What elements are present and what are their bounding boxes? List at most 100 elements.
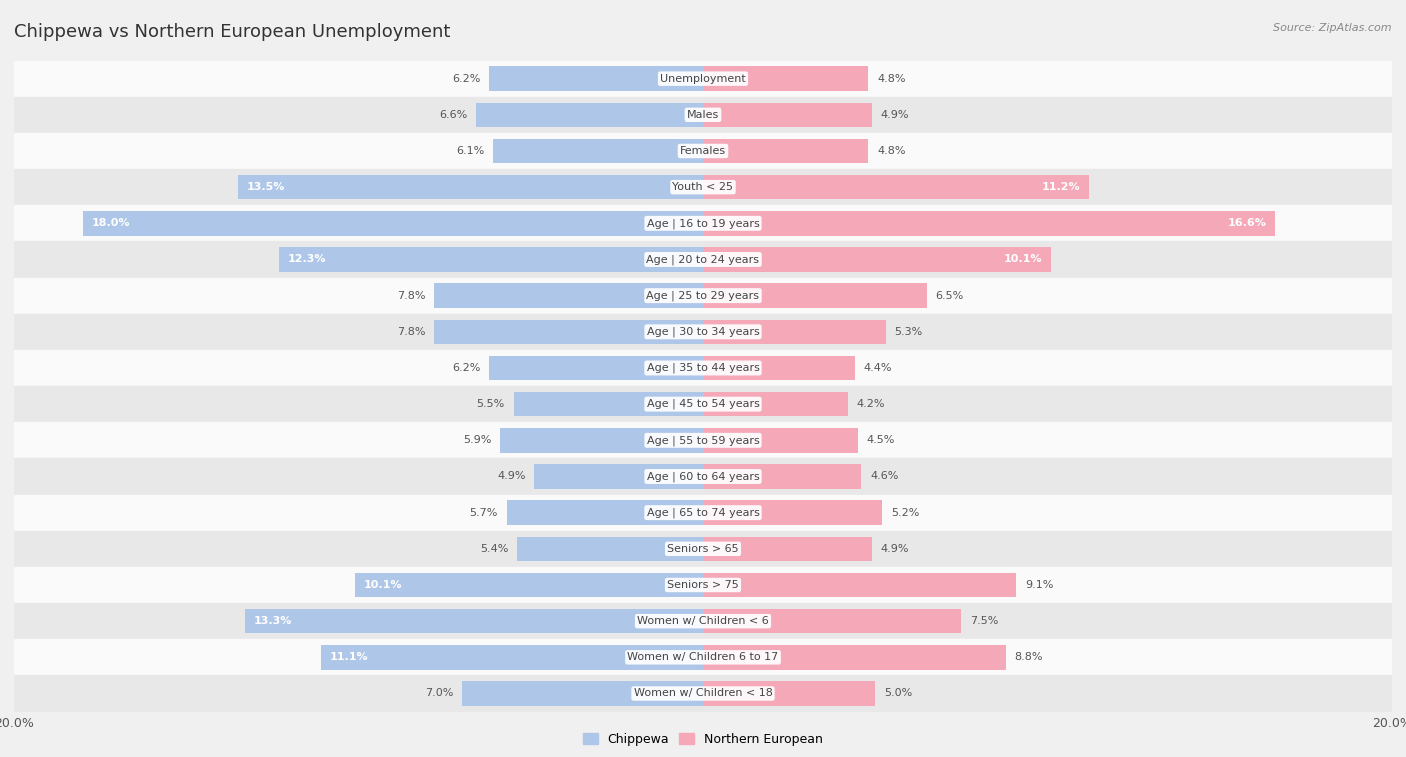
Bar — [14, 603, 1392, 639]
Bar — [703, 67, 869, 91]
Bar — [703, 428, 858, 453]
Text: 5.0%: 5.0% — [884, 689, 912, 699]
Bar — [703, 609, 962, 634]
Text: 5.2%: 5.2% — [891, 508, 920, 518]
Bar — [83, 211, 703, 235]
Bar — [14, 241, 1392, 278]
Text: 5.9%: 5.9% — [463, 435, 491, 445]
Text: 6.5%: 6.5% — [935, 291, 963, 301]
Text: Age | 55 to 59 years: Age | 55 to 59 years — [647, 435, 759, 446]
Text: 12.3%: 12.3% — [288, 254, 326, 264]
Text: Age | 65 to 74 years: Age | 65 to 74 years — [647, 507, 759, 518]
Bar — [703, 175, 1088, 199]
Text: 7.0%: 7.0% — [425, 689, 453, 699]
Text: 4.9%: 4.9% — [498, 472, 526, 481]
Bar — [703, 392, 848, 416]
Text: 6.2%: 6.2% — [453, 73, 481, 83]
Text: 13.3%: 13.3% — [253, 616, 292, 626]
Text: Unemployment: Unemployment — [661, 73, 745, 83]
Bar — [245, 609, 703, 634]
Text: Youth < 25: Youth < 25 — [672, 182, 734, 192]
Text: 5.4%: 5.4% — [479, 544, 509, 554]
Text: 7.5%: 7.5% — [970, 616, 998, 626]
Bar — [494, 139, 703, 164]
Text: 11.1%: 11.1% — [329, 653, 368, 662]
Bar — [703, 211, 1275, 235]
Text: 6.1%: 6.1% — [456, 146, 484, 156]
Bar — [14, 350, 1392, 386]
Bar — [703, 248, 1050, 272]
Bar — [356, 573, 703, 597]
Text: Age | 20 to 24 years: Age | 20 to 24 years — [647, 254, 759, 265]
Bar — [14, 61, 1392, 97]
Text: 5.5%: 5.5% — [477, 399, 505, 409]
Text: Age | 60 to 64 years: Age | 60 to 64 years — [647, 472, 759, 481]
Text: 4.5%: 4.5% — [866, 435, 896, 445]
Bar — [534, 464, 703, 489]
Text: Age | 25 to 29 years: Age | 25 to 29 years — [647, 291, 759, 301]
Text: 4.8%: 4.8% — [877, 73, 905, 83]
Bar — [703, 319, 886, 344]
Text: 4.8%: 4.8% — [877, 146, 905, 156]
Bar — [703, 573, 1017, 597]
Bar — [703, 464, 862, 489]
Text: 4.6%: 4.6% — [870, 472, 898, 481]
Text: 5.3%: 5.3% — [894, 327, 922, 337]
Bar — [14, 386, 1392, 422]
Legend: Chippewa, Northern European: Chippewa, Northern European — [578, 728, 828, 751]
Bar — [280, 248, 703, 272]
Bar — [703, 139, 869, 164]
Text: 13.5%: 13.5% — [246, 182, 285, 192]
Text: 4.4%: 4.4% — [863, 363, 891, 373]
Text: 6.2%: 6.2% — [453, 363, 481, 373]
Bar — [513, 392, 703, 416]
Bar — [703, 645, 1007, 670]
Text: Age | 35 to 44 years: Age | 35 to 44 years — [647, 363, 759, 373]
Bar — [489, 67, 703, 91]
Text: 11.2%: 11.2% — [1042, 182, 1080, 192]
Text: 7.8%: 7.8% — [398, 291, 426, 301]
Bar — [434, 283, 703, 308]
Bar — [475, 102, 703, 127]
Text: 10.1%: 10.1% — [364, 580, 402, 590]
Bar — [14, 169, 1392, 205]
Bar — [321, 645, 703, 670]
Text: Males: Males — [688, 110, 718, 120]
Bar — [14, 567, 1392, 603]
Text: Females: Females — [681, 146, 725, 156]
Bar — [14, 422, 1392, 459]
Bar — [703, 537, 872, 561]
Text: 16.6%: 16.6% — [1227, 218, 1267, 229]
Bar — [506, 500, 703, 525]
Bar — [238, 175, 703, 199]
Bar — [517, 537, 703, 561]
Text: Seniors > 75: Seniors > 75 — [666, 580, 740, 590]
Bar — [14, 205, 1392, 241]
Text: Women w/ Children < 6: Women w/ Children < 6 — [637, 616, 769, 626]
Text: 10.1%: 10.1% — [1004, 254, 1042, 264]
Text: 4.9%: 4.9% — [880, 110, 908, 120]
Bar — [14, 133, 1392, 169]
Bar — [14, 278, 1392, 313]
Text: Source: ZipAtlas.com: Source: ZipAtlas.com — [1274, 23, 1392, 33]
Bar — [461, 681, 703, 706]
Text: 18.0%: 18.0% — [91, 218, 131, 229]
Text: 4.2%: 4.2% — [856, 399, 884, 409]
Text: 9.1%: 9.1% — [1025, 580, 1053, 590]
Bar — [703, 356, 855, 380]
Text: 5.7%: 5.7% — [470, 508, 498, 518]
Text: Chippewa vs Northern European Unemployment: Chippewa vs Northern European Unemployme… — [14, 23, 450, 41]
Text: Women w/ Children 6 to 17: Women w/ Children 6 to 17 — [627, 653, 779, 662]
Bar — [14, 531, 1392, 567]
Text: Age | 45 to 54 years: Age | 45 to 54 years — [647, 399, 759, 410]
Bar — [703, 681, 875, 706]
Text: Age | 16 to 19 years: Age | 16 to 19 years — [647, 218, 759, 229]
Text: 7.8%: 7.8% — [398, 327, 426, 337]
Text: Seniors > 65: Seniors > 65 — [668, 544, 738, 554]
Text: 6.6%: 6.6% — [439, 110, 467, 120]
Bar — [14, 313, 1392, 350]
Bar — [14, 97, 1392, 133]
Bar — [489, 356, 703, 380]
Bar — [703, 283, 927, 308]
Bar — [703, 500, 882, 525]
